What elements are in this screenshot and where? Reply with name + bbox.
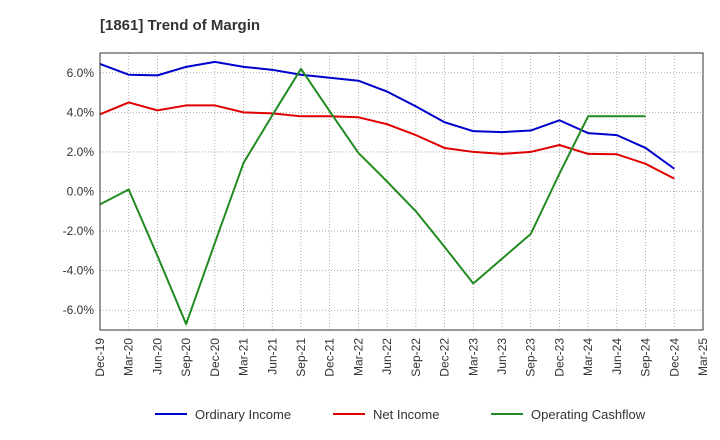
x-tick-label: Mar-20 [122, 338, 136, 376]
x-tick-label: Dec-19 [93, 338, 107, 377]
x-tick-label: Dec-20 [208, 338, 222, 377]
x-tick-label: Sep-23 [524, 338, 538, 377]
x-tick-label: Mar-22 [351, 338, 365, 376]
legend-item-ordinary-income: Ordinary Income [155, 407, 291, 422]
y-tick-label: 0.0% [67, 185, 95, 199]
y-tick-label: -2.0% [63, 224, 95, 238]
x-tick-label: Mar-21 [237, 338, 251, 376]
y-tick-label: -6.0% [63, 303, 95, 317]
plot-frame [99, 52, 704, 331]
y-tick-label: 4.0% [67, 105, 95, 119]
series-line-operating-cashflow [99, 67, 646, 326]
x-tick-label: Sep-21 [294, 338, 308, 377]
y-tick-label: -4.0% [63, 264, 95, 278]
series-lines [99, 60, 675, 326]
legend-label: Ordinary Income [195, 407, 291, 422]
legend: Ordinary Income Net Income Operating Cashf… [155, 407, 646, 422]
x-tick-label: Jun-21 [265, 338, 279, 375]
x-tick-label: Jun-22 [380, 338, 394, 375]
y-axis-ticks: 6.0% 4.0% 2.0% 0.0% -2.0% -4.0% -6.0% [63, 66, 95, 317]
x-tick-label: Sep-24 [639, 338, 653, 377]
y-tick-label: 6.0% [67, 66, 95, 80]
x-tick-label: Jun-24 [610, 338, 624, 375]
legend-item-operating-cashflow: Operating Cashflow [491, 407, 646, 422]
x-axis-ticks: Dec-19 Mar-20 Jun-20 Sep-20 Dec-20 Mar-21 Jun-… [93, 338, 710, 377]
legend-item-net-income: Net Income [333, 407, 439, 422]
x-tick-label: Jun-20 [150, 338, 164, 375]
x-tick-label: Mar-23 [466, 338, 480, 376]
x-tick-label: Sep-20 [179, 338, 193, 377]
legend-label: Operating Cashflow [531, 407, 646, 422]
x-tick-label: Dec-21 [323, 338, 337, 377]
series-line-net-income [99, 101, 675, 180]
series-line-ordinary-income [99, 60, 675, 170]
x-tick-label: Mar-25 [696, 338, 710, 376]
x-tick-label: Sep-22 [409, 338, 423, 377]
x-tick-label: Dec-23 [552, 338, 566, 377]
y-tick-label: 2.0% [67, 145, 95, 159]
x-tick-label: Dec-22 [438, 338, 452, 377]
x-tick-label: Mar-24 [581, 338, 595, 376]
x-tick-label: Jun-23 [495, 338, 509, 375]
chart-title: [1861] Trend of Margin [100, 17, 260, 34]
x-tick-label: Dec-24 [667, 338, 681, 377]
legend-label: Net Income [373, 407, 439, 422]
